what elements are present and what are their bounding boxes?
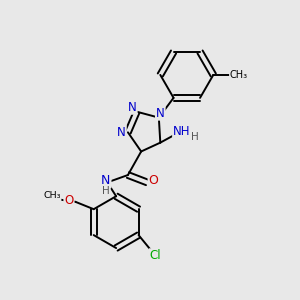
Text: Cl: Cl <box>149 249 161 262</box>
Text: H: H <box>102 186 110 196</box>
Text: NH: NH <box>173 125 190 138</box>
Text: N: N <box>156 107 165 120</box>
Text: O: O <box>64 194 74 207</box>
Text: N: N <box>128 101 137 114</box>
Text: H: H <box>191 132 199 142</box>
Text: O: O <box>148 174 158 188</box>
Text: N: N <box>101 174 110 188</box>
Text: CH₃: CH₃ <box>230 70 248 80</box>
Text: N: N <box>117 126 126 139</box>
Text: CH₃: CH₃ <box>43 191 61 200</box>
